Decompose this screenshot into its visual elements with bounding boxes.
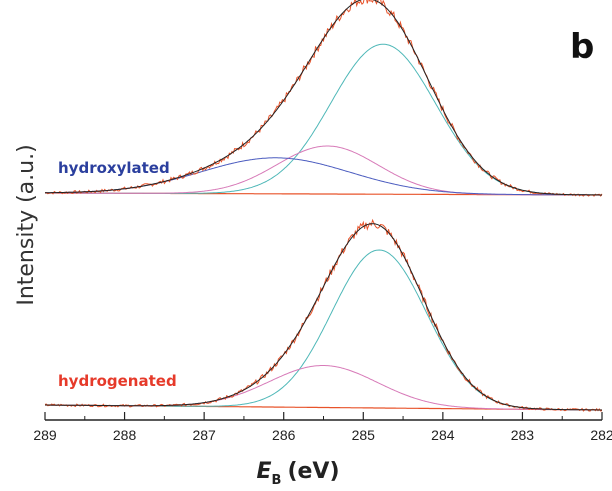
x-tick-label: 284 [431, 427, 455, 443]
x-axis-unit: (eV) [287, 459, 339, 484]
x-tick-label: 287 [192, 427, 216, 443]
fit-envelope-hydrogenated [45, 223, 602, 411]
spectra-layer [44, 0, 603, 412]
x-tick-label: 285 [352, 427, 376, 443]
x-ticks: 289 288 287 286 285 284 283 282 [33, 412, 612, 443]
panel-label: b [570, 27, 594, 67]
raw-spectrum-hydroxylated [44, 0, 603, 197]
x-tick-label: 283 [511, 427, 535, 443]
y-axis-label: Intensity (a.u.) [14, 144, 39, 305]
x-tick-label: 288 [113, 427, 137, 443]
x-axis-label: EB (eV) [256, 459, 339, 488]
x-tick-label: 282 [590, 427, 612, 443]
x-tick-label: 286 [272, 427, 296, 443]
fit-envelope-hydroxylated [45, 0, 602, 196]
series-label-hydrogenated: hydrogenated [58, 372, 177, 390]
x-axis-symbol: E [256, 459, 271, 484]
x-axis-subscript: B [272, 473, 282, 488]
series-label-hydroxylated: hydroxylated [58, 159, 170, 177]
x-tick-label: 289 [33, 427, 57, 443]
